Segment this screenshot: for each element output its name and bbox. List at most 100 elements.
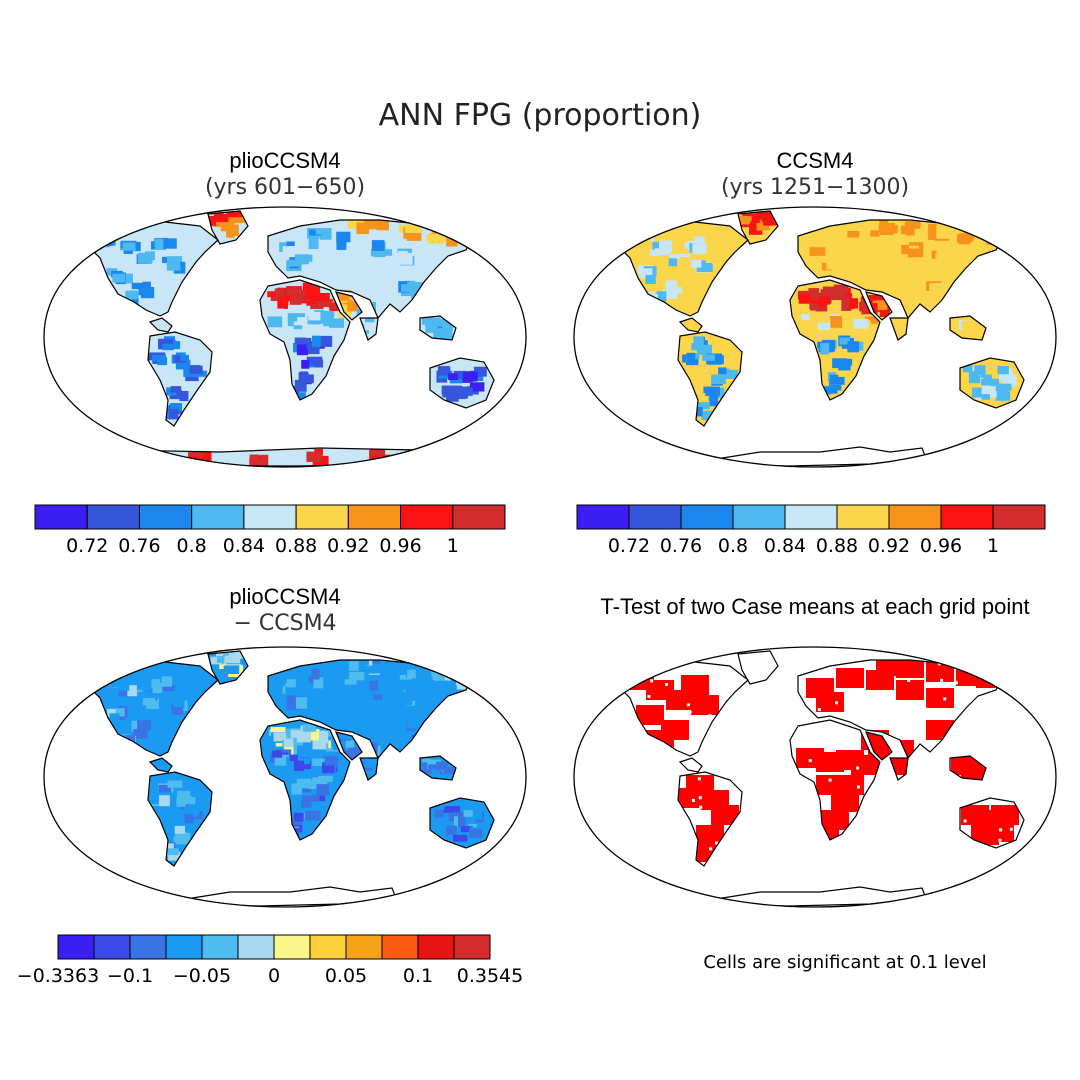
data-cell <box>424 317 441 327</box>
data-cell <box>99 675 108 683</box>
data-cell <box>158 776 167 783</box>
data-cell <box>987 390 997 398</box>
data-cell <box>399 670 412 680</box>
data-cell <box>311 794 320 801</box>
data-cell <box>813 239 822 248</box>
data-cell <box>446 825 457 837</box>
data-cell <box>718 367 727 375</box>
data-cell <box>342 671 353 680</box>
nonsig-cell <box>637 678 641 682</box>
data-cell <box>346 740 355 751</box>
data-cell <box>444 767 458 775</box>
colorbar-swatch <box>381 934 419 960</box>
colorbar-tick-label: 0.76 <box>118 535 160 557</box>
data-cell <box>656 291 667 301</box>
data-cell <box>968 322 981 330</box>
data-cell <box>218 669 228 677</box>
nonsig-cell <box>650 679 654 683</box>
data-cell <box>96 671 111 679</box>
data-cell <box>283 738 294 748</box>
ocean <box>44 207 526 467</box>
data-cell <box>398 721 412 731</box>
data-cell <box>293 760 305 771</box>
nonsig-cell <box>828 778 832 782</box>
data-cell <box>816 315 830 323</box>
data-cell <box>312 777 328 787</box>
data-cell <box>305 287 320 300</box>
panel-title: plioCCSM4 <box>229 148 340 173</box>
data-cell <box>456 677 468 690</box>
colorbar-swatch <box>347 504 402 530</box>
data-cell <box>223 665 240 675</box>
data-cell <box>188 449 203 457</box>
data-cell <box>184 813 194 824</box>
data-cell <box>296 730 311 743</box>
data-cell <box>907 248 924 258</box>
data-cell <box>853 318 869 329</box>
data-cell <box>749 223 763 235</box>
nonsig-cell <box>699 805 703 809</box>
data-cell <box>138 288 154 296</box>
map-panel-1: plioCCSM4(yrs 601−650) <box>43 148 527 468</box>
data-cell <box>373 248 386 258</box>
data-cell <box>347 747 360 759</box>
data-cell <box>206 215 216 226</box>
data-cell <box>168 408 179 420</box>
data-cell <box>137 252 152 264</box>
map-frame <box>573 206 1057 468</box>
data-cell <box>458 232 468 242</box>
data-cell <box>302 282 312 293</box>
data-cell <box>367 755 378 765</box>
data-cell <box>157 357 168 366</box>
data-cell <box>286 241 295 250</box>
data-cell <box>109 713 120 722</box>
data-cell <box>291 818 300 830</box>
panel-title: CCSM4 <box>776 148 853 173</box>
map-field <box>44 207 526 467</box>
data-cell <box>179 390 189 402</box>
data-cell <box>249 454 260 461</box>
significant-cell <box>971 825 999 845</box>
colorbar-tick-label: 0.92 <box>868 535 910 557</box>
data-cell <box>696 344 713 355</box>
colorbar-swatch <box>138 504 193 530</box>
data-cell <box>309 229 322 236</box>
data-cell <box>935 253 952 262</box>
colorbar: −0.3363 −0.1 −0.05 0 0.05 0.1 0.3545 <box>17 934 523 987</box>
data-cell <box>442 321 454 330</box>
data-cell <box>809 247 826 256</box>
data-cell <box>299 371 308 379</box>
nonsig-cell <box>817 708 821 712</box>
data-cell <box>754 212 763 220</box>
data-cell <box>438 673 452 681</box>
data-cell <box>701 264 713 272</box>
nonsig-cell <box>647 694 651 698</box>
data-cell <box>459 234 472 245</box>
data-cell <box>142 697 156 706</box>
data-cell <box>304 374 314 384</box>
data-cell <box>798 293 811 304</box>
data-cell <box>398 225 408 233</box>
data-cell <box>868 302 878 314</box>
panel-title: T-Test of two Case means at each grid po… <box>600 594 1029 619</box>
data-cell <box>405 224 421 234</box>
data-cell <box>371 240 385 251</box>
data-cell <box>347 301 359 312</box>
data-cell <box>311 668 320 680</box>
data-cell <box>308 237 319 250</box>
data-cell <box>162 343 174 351</box>
data-cell <box>180 354 189 361</box>
significant-cell <box>926 688 954 708</box>
panel-subtitle: (yrs 601−650) <box>205 175 365 200</box>
data-cell <box>189 365 203 374</box>
significant-cell <box>816 692 844 712</box>
data-cell <box>839 337 850 345</box>
colorbar-swatch <box>732 504 786 530</box>
data-cell <box>763 212 776 223</box>
nonsig-cell <box>826 732 830 736</box>
data-cell <box>170 386 182 393</box>
data-cell <box>162 684 175 692</box>
nonsig-cell <box>697 777 701 781</box>
data-cell <box>691 260 702 268</box>
data-cell <box>319 310 335 318</box>
